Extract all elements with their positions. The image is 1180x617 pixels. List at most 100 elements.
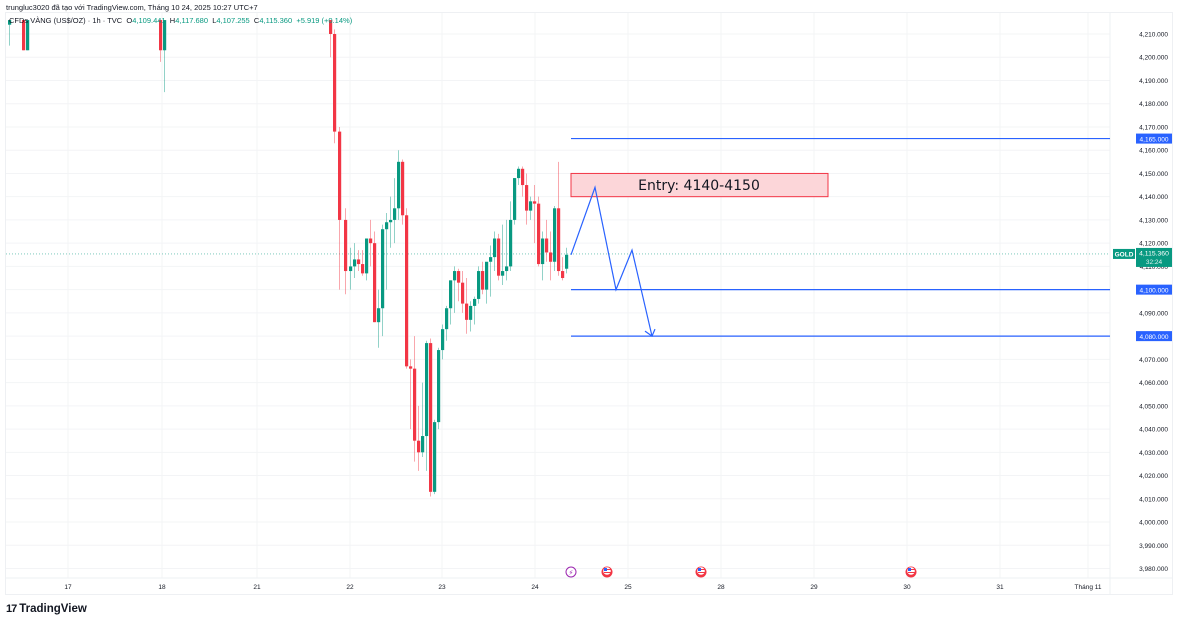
time-tick-label: 22	[346, 584, 354, 591]
candle-body	[365, 238, 369, 274]
us-flag-stripe	[911, 569, 915, 570]
candle-body	[26, 20, 30, 51]
candle-body	[437, 350, 441, 423]
price-tick-label: 4,070.000	[1139, 357, 1168, 364]
candle-body	[417, 440, 421, 453]
candle-body	[501, 271, 505, 276]
candle-body	[393, 208, 397, 220]
us-flag-stripe	[607, 569, 611, 570]
candle-body	[533, 201, 537, 204]
price-tick-label: 4,040.000	[1139, 427, 1168, 434]
symbol-name[interactable]: CFDs VÀNG (US$/OZ) · 1h · TVC	[9, 16, 123, 25]
entry-zone-rectangle[interactable]: Entry: 4140-4150	[570, 172, 829, 198]
price-tick-label: 4,200.000	[1139, 55, 1168, 62]
candle-body	[553, 208, 557, 262]
us-flag-stripe	[604, 572, 611, 573]
time-tick-label: 31	[996, 584, 1004, 591]
price-tick-label: 4,050.000	[1139, 403, 1168, 410]
level-price-text: 4,080.000	[1140, 334, 1169, 341]
low-value: 4,107.255	[216, 16, 250, 25]
candle-body	[509, 219, 513, 267]
time-tick-label: 25	[624, 584, 632, 591]
price-tick-label: 4,130.000	[1139, 217, 1168, 224]
symbol-tag	[1113, 248, 1135, 259]
symbol-tag-text: GOLD	[1115, 252, 1134, 259]
level-price-tag	[1136, 133, 1172, 144]
chart-pane[interactable]	[5, 12, 1173, 595]
price-tick-label: 3,990.000	[1139, 543, 1168, 550]
candle-body	[529, 201, 533, 211]
high-value: 4,117.680	[175, 16, 209, 25]
candle-body	[329, 20, 333, 34]
candle-body	[445, 308, 449, 330]
candles	[8, 20, 569, 497]
countdown-text: 32:24	[1146, 259, 1163, 266]
candle-body	[333, 34, 337, 132]
candle-body	[425, 343, 429, 437]
candle-body	[429, 343, 433, 492]
price-tag-text: 4,115.360	[1139, 250, 1169, 257]
candle-body	[409, 366, 413, 369]
time-tick-label: 23	[438, 584, 446, 591]
lightning-glyph: ⚡	[569, 569, 574, 577]
time-tick-label: 30	[903, 584, 911, 591]
candle-body	[541, 238, 545, 265]
projection-path[interactable]	[570, 185, 656, 338]
price-tick-label: 4,000.000	[1139, 520, 1168, 527]
candle-body	[401, 161, 405, 216]
arrow-head-icon	[644, 328, 656, 338]
us-flag-stripe	[698, 572, 705, 573]
us-flag-stripe	[701, 569, 705, 570]
candle-body	[433, 422, 437, 492]
attribution-text: trungluc3020 đã tạo với TradingView.com,…	[6, 3, 258, 12]
candle-body	[413, 368, 417, 441]
price-tick-label: 4,010.000	[1139, 496, 1168, 503]
tradingview-logo[interactable]: 17 TradingView	[6, 603, 87, 615]
price-tick-label: 4,020.000	[1139, 473, 1168, 480]
candle-body	[517, 168, 521, 179]
candle-body	[8, 20, 12, 25]
time-tick-label: 17	[64, 584, 72, 591]
candle-body	[163, 20, 167, 51]
grid-lines	[6, 13, 1172, 594]
lightning-event-icon[interactable]	[565, 566, 577, 578]
candle-body	[485, 261, 489, 290]
us-flag-stripe	[908, 572, 915, 573]
candle-body	[353, 259, 357, 267]
candle-body	[381, 229, 385, 309]
candle-body	[357, 259, 361, 265]
candle-body	[465, 303, 469, 320]
current-price-label: GOLD 4,115.360 32:24	[1113, 247, 1172, 267]
candle-body	[369, 238, 373, 244]
candle-body	[513, 178, 517, 220]
time-axis[interactable]: 17 18 21 22 23 24 25 28 29 30 31 Tháng 11	[64, 584, 1101, 591]
candle-body	[457, 271, 461, 283]
candle-body	[545, 238, 549, 253]
entry-zone-box[interactable]	[570, 172, 829, 198]
price-tick-label: 4,170.000	[1139, 124, 1168, 131]
price-tick-label: 4,210.000	[1139, 32, 1168, 39]
price-tick-label: 4,180.000	[1139, 101, 1168, 108]
candle-body	[477, 271, 481, 299]
horizontal-levels[interactable]: 4,165.000 4,100.000 4,080.000	[571, 133, 1172, 342]
brand-name: TradingView	[19, 603, 87, 615]
projection-line[interactable]	[570, 185, 653, 337]
price-axis[interactable]: 4,210.000 4,200.000 4,190.000 4,180.000 4,17…	[1139, 32, 1168, 574]
candle-body	[453, 271, 457, 281]
event-markers[interactable]: ⚡	[565, 566, 917, 578]
candle-body	[565, 254, 569, 269]
candle-body	[22, 20, 26, 51]
candle-body	[373, 243, 377, 323]
level-price-text: 4,100.000	[1140, 287, 1169, 294]
candle-body	[361, 264, 365, 274]
time-tick-label: 24	[531, 584, 539, 591]
candle-body	[521, 168, 525, 186]
price-tick-label: 4,120.000	[1139, 241, 1168, 248]
price-tick-label: 4,160.000	[1139, 148, 1168, 155]
price-tick-label: 4,060.000	[1139, 380, 1168, 387]
us-flag-canton	[604, 568, 607, 571]
time-tick-label: Tháng 11	[1075, 584, 1102, 591]
candle-body	[481, 271, 485, 290]
tradingview-logo-icon: 17	[6, 603, 17, 615]
